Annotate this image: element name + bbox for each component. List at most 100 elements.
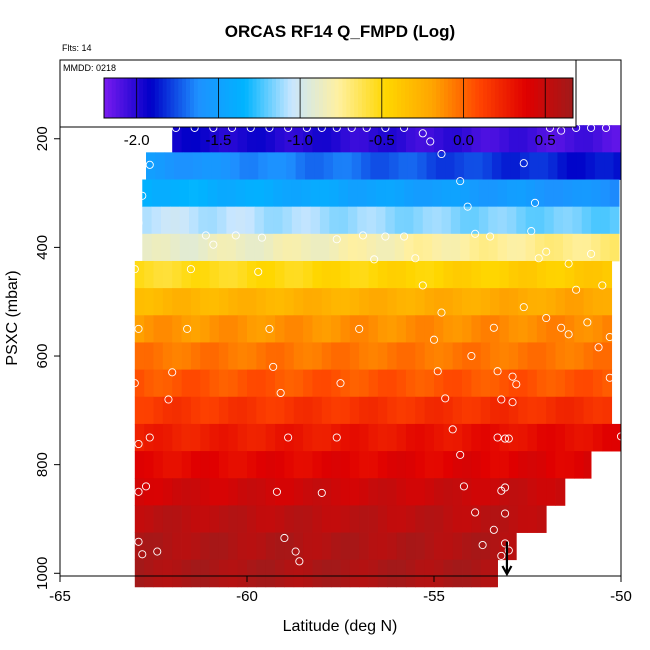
- heatmap-cell: [209, 478, 220, 506]
- heatmap-cell: [347, 206, 358, 235]
- heatmap-cell: [265, 532, 276, 561]
- heatmap-cell: [377, 532, 388, 561]
- heatmap-cell: [527, 342, 538, 370]
- heatmap-cell: [566, 152, 577, 180]
- heatmap-cell: [293, 315, 304, 343]
- observation-point: [463, 202, 472, 211]
- heatmap-cell: [557, 152, 568, 180]
- heatmap-cell: [602, 342, 613, 370]
- heatmap-cell: [488, 233, 498, 262]
- heatmap-cell: [592, 260, 603, 289]
- heatmap-cell: [190, 288, 201, 316]
- heatmap-cell: [349, 505, 360, 533]
- observation-point: [497, 551, 506, 560]
- heatmap-cell: [499, 532, 510, 561]
- observation-point: [504, 546, 513, 555]
- heatmap-cell: [396, 451, 407, 479]
- heatmap-cell: [303, 478, 313, 506]
- colorbar-slice: [272, 78, 277, 118]
- heatmap-cell: [245, 179, 255, 208]
- heatmap-cell: [396, 505, 407, 533]
- heatmap-cell: [247, 423, 257, 452]
- heatmap-cell: [349, 423, 360, 452]
- heatmap-cell: [144, 342, 154, 370]
- heatmap-cell: [340, 369, 351, 398]
- heatmap-cell: [452, 315, 463, 343]
- heatmap-cell: [181, 260, 192, 289]
- heatmap-cell: [359, 451, 369, 479]
- heatmap-cell: [142, 233, 153, 262]
- colorbar-slice: [385, 78, 390, 118]
- heatmap-cell: [265, 342, 276, 370]
- marker-head: [501, 565, 513, 577]
- colorbar-slice: [381, 78, 386, 118]
- observation-point: [355, 324, 364, 333]
- heatmap-cell: [415, 451, 426, 479]
- heatmap-cell: [190, 315, 201, 343]
- observation-point: [332, 235, 341, 244]
- heatmap-cell: [592, 423, 603, 452]
- heatmap-cell: [275, 505, 285, 533]
- heatmap-cell: [284, 505, 295, 533]
- heatmap-cell: [536, 260, 547, 289]
- heatmap-cell: [263, 233, 274, 262]
- heatmap-cell: [239, 152, 250, 180]
- heatmap-cell: [192, 152, 203, 180]
- heatmap-cell: [190, 559, 201, 588]
- heatmap-cell: [329, 179, 340, 208]
- heatmap-cell: [525, 206, 536, 235]
- heatmap-cell: [462, 451, 472, 479]
- heatmap-cell: [434, 505, 444, 533]
- heatmap-cell: [312, 451, 323, 479]
- heatmap-cell: [534, 179, 545, 208]
- y-axis-label: PSXC (mbar): [4, 270, 21, 365]
- heatmap-cell: [151, 233, 162, 262]
- heatmap-cell: [424, 423, 435, 452]
- heatmap-cell: [247, 342, 257, 370]
- observation-point: [605, 373, 614, 382]
- heatmap-cell: [471, 559, 482, 588]
- observation-point: [471, 229, 480, 238]
- heatmap-cell: [134, 559, 145, 588]
- observation-point: [272, 487, 281, 496]
- observation-point: [441, 394, 450, 403]
- heatmap-cell: [415, 505, 426, 533]
- observation-point: [508, 398, 517, 407]
- heatmap-cell: [434, 532, 444, 561]
- heatmap-cell: [469, 206, 480, 235]
- colorbar-slice: [338, 78, 343, 118]
- heatmap-cell: [162, 451, 173, 479]
- heatmap-cell: [422, 179, 433, 208]
- plot-area: MMDD: 0218 -2.0 -1.5 -1.0 -0.5 0.0 0.5: [59, 59, 626, 588]
- heatmap-cell: [172, 369, 182, 398]
- colorbar-slice: [424, 78, 429, 118]
- heatmap-cell: [443, 451, 454, 479]
- colorbar-slice: [404, 78, 410, 118]
- heatmap-cell: [471, 532, 482, 561]
- heatmap-cell: [340, 505, 351, 533]
- heatmap-cell: [538, 152, 549, 180]
- heatmap-cell: [516, 179, 527, 208]
- heatmap-cell: [284, 288, 295, 316]
- colorbar-slice: [569, 78, 574, 118]
- heatmap-cell: [190, 505, 201, 533]
- heatmap-cell: [282, 179, 293, 208]
- colorbar-slice: [526, 78, 531, 118]
- heatmap-cell: [144, 423, 154, 452]
- colorbar-slice: [240, 78, 246, 118]
- heatmap-cell: [359, 369, 369, 398]
- heatmap-cell: [462, 396, 472, 425]
- heatmap-cell: [490, 315, 500, 343]
- heatmap-cell: [555, 451, 566, 479]
- heatmap-cell: [368, 125, 379, 153]
- heatmap-cell: [490, 342, 500, 370]
- colorbar-slice: [197, 78, 203, 118]
- heatmap-cell: [368, 505, 379, 533]
- heatmap-cell: [555, 369, 566, 398]
- heatmap-cell: [142, 179, 153, 208]
- heatmap-cell: [574, 125, 584, 153]
- heatmap-cell: [275, 478, 285, 506]
- heatmap-cell: [256, 423, 267, 452]
- observation-point: [527, 227, 536, 236]
- observation-point: [138, 191, 147, 200]
